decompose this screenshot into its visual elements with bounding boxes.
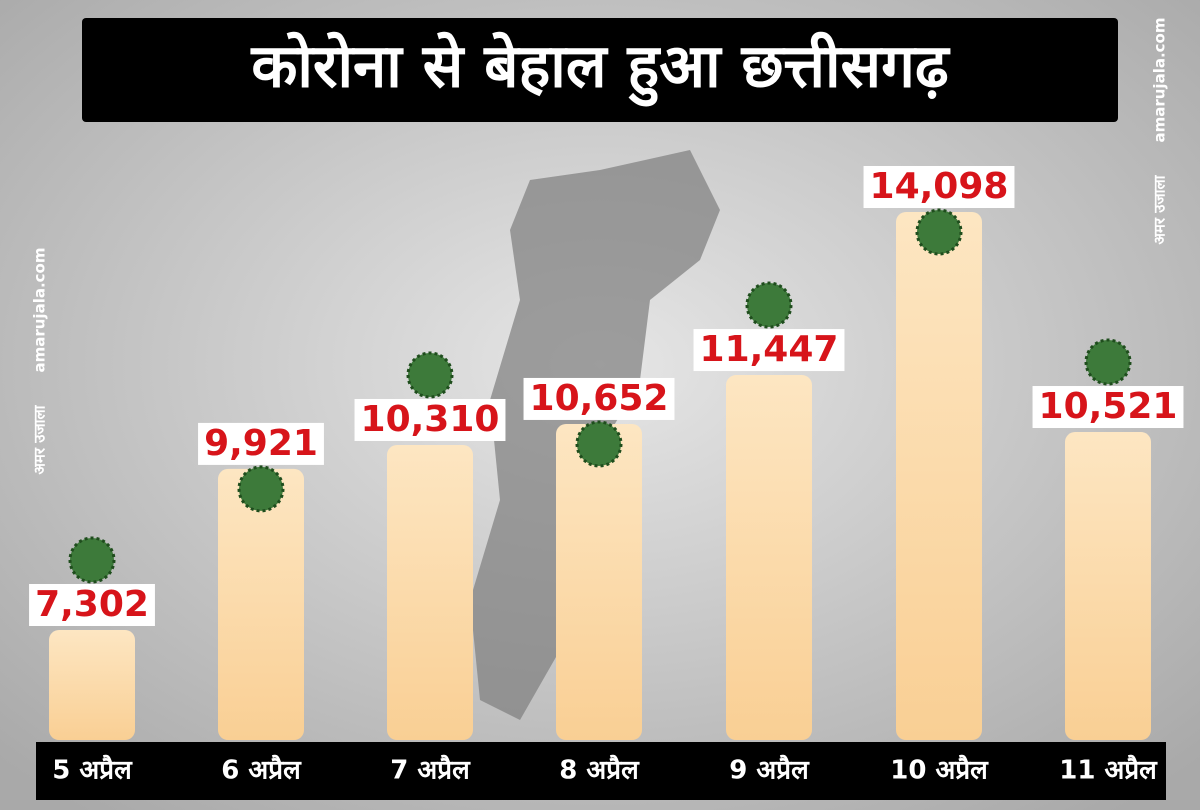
virus-icon <box>1084 338 1132 386</box>
chart-title: कोरोना से बेहाल हुआ छत्तीसगढ़ <box>250 32 951 107</box>
value-label-bg <box>29 584 155 626</box>
virus-icon <box>915 208 963 256</box>
x-tick-label: 7 अप्रैल <box>390 755 471 786</box>
bar <box>556 423 642 740</box>
bar <box>896 212 982 740</box>
value-label: 10,652 <box>530 378 669 419</box>
virus-icon <box>575 420 623 468</box>
virus-icon <box>68 536 116 584</box>
x-tick-label: 5 अप्रैल <box>52 755 133 786</box>
value-label: 11,447 <box>700 329 839 370</box>
watermark-site: amarujala.com <box>1151 17 1169 142</box>
value-label-bg <box>198 422 324 465</box>
value-label-bg <box>354 398 506 441</box>
watermark-site: amarujala.com <box>31 247 49 372</box>
value-label-bg <box>693 329 845 372</box>
value-label: 10,521 <box>1039 386 1178 427</box>
watermark-brand: अमर उजाला <box>31 404 49 474</box>
x-tick-label: 8 अप्रैल <box>559 755 640 786</box>
category-strip <box>36 742 1166 800</box>
title-bg <box>82 18 1118 122</box>
x-tick-label: 9 अप्रैल <box>729 755 810 786</box>
x-tick-label: 11 अप्रैल <box>1059 755 1158 786</box>
bar <box>1065 432 1151 740</box>
value-label-bg <box>1032 386 1184 429</box>
value-label-bg <box>523 377 675 420</box>
watermark-brand: अमर उजाला <box>1151 174 1169 244</box>
virus-icon <box>406 351 454 399</box>
value-label: 10,310 <box>361 399 500 440</box>
x-tick-label: 6 अप्रैल <box>221 755 302 786</box>
value-label: 7,302 <box>35 584 149 625</box>
bar <box>218 468 304 740</box>
value-label: 9,921 <box>204 423 318 464</box>
virus-icon <box>745 281 793 329</box>
value-label: 14,098 <box>870 166 1009 207</box>
virus-icon <box>237 465 285 513</box>
bar <box>387 444 473 740</box>
bar <box>49 630 135 740</box>
x-tick-label: 10 अप्रैल <box>890 755 989 786</box>
value-label-bg <box>863 166 1015 208</box>
bar <box>726 375 812 740</box>
